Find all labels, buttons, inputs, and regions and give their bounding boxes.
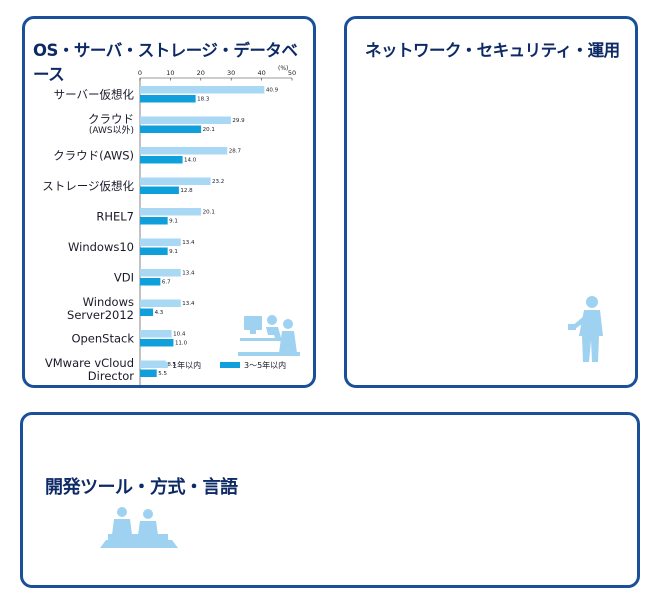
bar-three-five-year xyxy=(140,339,174,347)
category-label: (AWS以外) xyxy=(89,124,134,136)
x-tick-label: 20 xyxy=(197,69,205,77)
category-label: Windows xyxy=(83,295,134,309)
category-label: ストレージ仮想化 xyxy=(42,179,134,193)
presenter-illustration xyxy=(568,296,603,362)
x-tick-label: 10 xyxy=(166,69,174,77)
panel-title-devtools: 開発ツール・方式・言語 xyxy=(45,477,238,498)
x-tick-label: 40 xyxy=(257,69,265,77)
value-label-one-year: 23.2 xyxy=(212,179,224,185)
panel-devtools: 開発ツール・方式・言語 xyxy=(20,412,640,588)
category-label: RHEL7 xyxy=(96,210,134,224)
value-label-one-year: 20.1 xyxy=(203,210,215,216)
value-label-three-five-year: 9.1 xyxy=(169,219,178,225)
legend-label-three-five-year: 3〜5年以内 xyxy=(244,360,286,370)
value-label-three-five-year: 14.0 xyxy=(184,158,197,164)
bar-one-year xyxy=(140,177,211,185)
bar-one-year xyxy=(140,269,181,277)
team-meeting-illustration xyxy=(100,507,178,548)
value-label-three-five-year: 20.1 xyxy=(203,127,215,133)
value-label-one-year: 13.4 xyxy=(182,240,195,246)
bar-one-year xyxy=(140,238,181,246)
category-label: VMware vCloud xyxy=(45,356,134,370)
people-at-computer-illustration xyxy=(238,315,300,356)
value-label-three-five-year: 4.3 xyxy=(155,310,164,316)
x-tick-label: 30 xyxy=(227,69,235,77)
value-label-three-five-year: 9.1 xyxy=(169,249,178,255)
bar-three-five-year xyxy=(140,308,154,316)
value-label-three-five-year: 11.0 xyxy=(175,341,188,347)
value-label-one-year: 40.9 xyxy=(266,88,279,94)
bar-one-year xyxy=(140,208,202,216)
value-label-one-year: 28.7 xyxy=(229,149,242,155)
x-tick-label: 50 xyxy=(288,69,296,77)
x-tick-label: 0 xyxy=(138,69,142,77)
value-label-three-five-year: 6.7 xyxy=(162,280,171,286)
category-label: OpenStack xyxy=(71,332,134,346)
panel-title-os: OS・サーバ・ストレージ・データベース xyxy=(33,41,298,84)
bar-one-year xyxy=(140,147,228,155)
value-label-one-year: 8.5 xyxy=(167,362,176,368)
bar-three-five-year xyxy=(140,369,157,377)
bar-three-five-year xyxy=(140,217,168,225)
value-label-one-year: 10.4 xyxy=(173,332,186,338)
category-label: サーバー仮想化 xyxy=(54,88,135,102)
value-label-one-year: 29.9 xyxy=(232,118,245,124)
unit-label: (%) xyxy=(278,65,288,72)
bar-three-five-year xyxy=(140,125,202,133)
value-label-three-five-year: 18.3 xyxy=(197,97,210,103)
value-label-one-year: 13.4 xyxy=(182,271,195,277)
value-label-three-five-year: 12.8 xyxy=(180,188,193,194)
legend-label-one-year: 1年以内 xyxy=(172,360,201,370)
panel-title-network: ネットワーク・セキュリティ・運用 xyxy=(365,41,620,60)
bar-one-year xyxy=(140,116,231,124)
category-label: Windows10 xyxy=(68,240,134,254)
bar-three-five-year xyxy=(140,95,196,103)
value-label-one-year: 13.4 xyxy=(182,301,195,307)
category-label: クラウド xyxy=(88,112,134,126)
legend-swatch-three-five-year xyxy=(220,362,240,368)
category-label: Server2012 xyxy=(67,308,134,322)
bar-one-year xyxy=(140,299,181,307)
bar-one-year xyxy=(140,330,172,338)
value-label-three-five-year: 5.5 xyxy=(158,371,167,377)
bar-three-five-year xyxy=(140,186,179,194)
bar-three-five-year xyxy=(140,247,168,255)
bar-three-five-year xyxy=(140,156,183,164)
bar-three-five-year xyxy=(140,278,161,286)
category-label: クラウド(AWS) xyxy=(53,149,134,163)
legend-swatch-one-year xyxy=(148,362,168,368)
category-label: Director xyxy=(88,369,134,383)
category-label: VDI xyxy=(114,271,134,285)
bar-one-year xyxy=(140,86,265,94)
